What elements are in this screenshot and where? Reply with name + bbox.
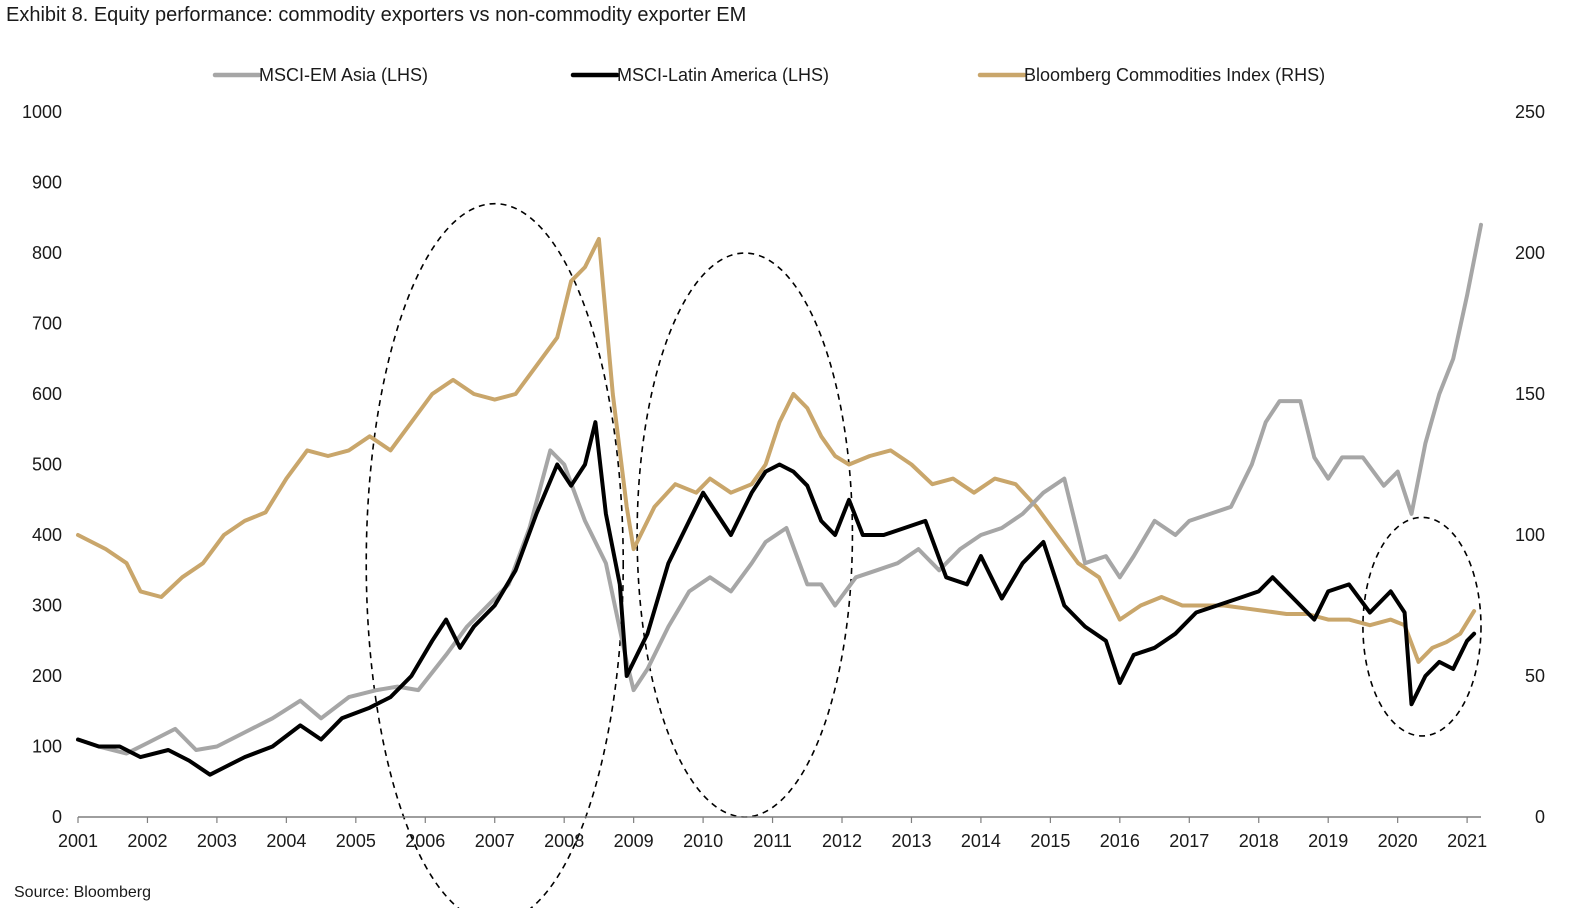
legend-label: MSCI-EM Asia (LHS) [259, 65, 428, 85]
x-tick-label: 2008 [544, 831, 584, 851]
x-tick-label: 2019 [1308, 831, 1348, 851]
legend-label: MSCI-Latin America (LHS) [617, 65, 829, 85]
source-note: Source: Bloomberg [14, 884, 151, 901]
x-tick-label: 2001 [58, 831, 98, 851]
series-line-msci-em-asia-lhs [76, 222, 1483, 756]
annotation-ellipse-2 [636, 252, 854, 818]
y-axis-right: 0 50 100 150 200 250 [1515, 102, 1545, 827]
y-left-tick-label: 100 [32, 737, 62, 757]
x-tick-label: 2021 [1447, 831, 1487, 851]
y-left-tick-label: 0 [52, 807, 62, 827]
x-tick-label: 2004 [266, 831, 306, 851]
series-line-msci-latin-america-lhs [76, 420, 1477, 777]
y-left-tick-label: 600 [32, 384, 62, 404]
x-axis: 2001 2002 2003 2004 2005 2006 2007 2008 2009 2010… [58, 816, 1487, 851]
y-left-tick-label: 200 [32, 666, 62, 686]
y-left-tick-label: 500 [32, 455, 62, 475]
legend: MSCI-EM Asia (LHS) MSCI-Latin America (LH… [212, 65, 1325, 85]
y-right-tick-label: 50 [1525, 666, 1545, 686]
x-tick-label: 2007 [475, 831, 515, 851]
x-tick-label: 2006 [405, 831, 445, 851]
y-axis-left: 0 100 200 300 400 500 600 700 800 900 1000 [22, 102, 62, 827]
y-right-tick-label: 250 [1515, 102, 1545, 122]
x-tick-label: 2013 [891, 831, 931, 851]
x-tick-label: 2017 [1169, 831, 1209, 851]
annotation-ellipse-3 [1362, 516, 1482, 737]
annotation-ellipse-1 [365, 202, 624, 908]
chart-title: Exhibit 8. Equity performance: commodity… [6, 4, 747, 26]
x-tick-label: 2012 [822, 831, 862, 851]
x-tick-label: 2020 [1378, 831, 1418, 851]
y-right-tick-label: 150 [1515, 384, 1545, 404]
legend-label: Bloomberg Commodities Index (RHS) [1024, 65, 1325, 85]
y-right-tick-label: 200 [1515, 243, 1545, 263]
x-tick-label: 2014 [961, 831, 1001, 851]
x-tick-label: 2009 [614, 831, 654, 851]
y-left-tick-label: 1000 [22, 102, 62, 122]
x-tick-label: 2015 [1030, 831, 1070, 851]
y-right-tick-label: 100 [1515, 525, 1545, 545]
y-left-tick-label: 300 [32, 596, 62, 616]
x-tick-label: 2011 [753, 831, 792, 851]
series-line-bloomberg-commodities-index-rhs [76, 236, 1477, 664]
y-left-tick-label: 700 [32, 314, 62, 334]
x-tick-label: 2010 [683, 831, 723, 851]
y-right-tick-label: 0 [1535, 807, 1545, 827]
series-layer [76, 222, 1483, 777]
y-left-tick-label: 400 [32, 525, 62, 545]
x-tick-label: 2016 [1100, 831, 1140, 851]
y-left-tick-label: 900 [32, 173, 62, 193]
x-tick-label: 2002 [127, 831, 167, 851]
x-tick-label: 2018 [1239, 831, 1279, 851]
x-tick-label: 2003 [197, 831, 237, 851]
y-left-tick-label: 800 [32, 243, 62, 263]
x-tick-label: 2005 [336, 831, 376, 851]
